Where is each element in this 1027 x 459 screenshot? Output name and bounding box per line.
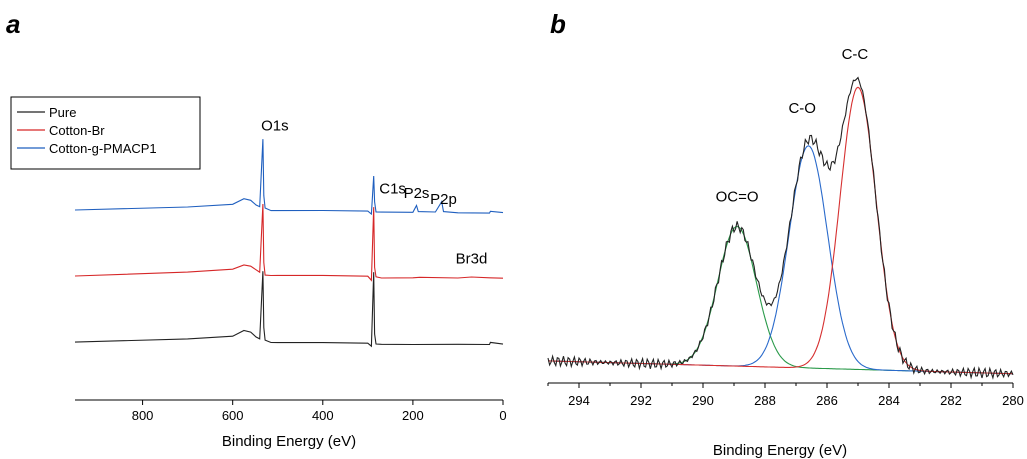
panel-b-annotations: OC=O C-O C-C xyxy=(716,46,869,206)
panel-a-x-tick-label: 600 xyxy=(222,408,244,423)
legend-label: Cotton-g-PMACP1 xyxy=(49,141,157,156)
peak-label-o1s: O1s xyxy=(261,118,289,135)
panel-b-x-tick-label: 292 xyxy=(630,393,652,408)
panel-a-x-axis-title: Binding Energy (eV) xyxy=(222,433,356,450)
panel-b-x-ticks: 294 292 290 288 286 284 282 280 xyxy=(547,383,1024,408)
panel-a-x-tick-label: 800 xyxy=(132,408,154,423)
legend-label: Pure xyxy=(49,105,76,120)
fit-component-2 xyxy=(548,86,1013,375)
panel-a-legend: Pure Cotton-Br Cotton-g-PMACP1 xyxy=(10,96,201,170)
legend-label: Cotton-Br xyxy=(49,123,105,138)
series-line-cotton-g-pmacp1 xyxy=(74,139,504,216)
panel-b-x-tick-label: 280 xyxy=(1002,393,1024,408)
panel-b-x-tick-label: 288 xyxy=(754,393,776,408)
panel-b-x-tick-label: 286 xyxy=(816,393,838,408)
fit-component-1 xyxy=(548,145,1013,375)
panel-b-x-tick-label: 290 xyxy=(692,393,714,408)
panel-a-x-tick-label: 400 xyxy=(312,408,334,423)
fit-component-0 xyxy=(548,225,1013,375)
measured-envelope xyxy=(547,76,1014,380)
panel-a-letter: a xyxy=(6,9,20,39)
xps-c1s-chart: 294 292 290 288 286 284 282 280 OC=O C-O C-C Bind… xyxy=(547,46,1024,459)
peak-label-c-c: C-C xyxy=(842,46,869,63)
panel-a-x-ticks: 800 600 400 200 0 xyxy=(132,400,507,423)
peak-label-c-o: C-O xyxy=(788,100,816,117)
legend-box xyxy=(10,96,201,170)
panel-a-x-tick-label: 0 xyxy=(499,408,506,423)
panel-b-series-group xyxy=(547,76,1014,380)
peak-label-p2p: P2p xyxy=(430,191,457,208)
series-line-cotton-br xyxy=(74,203,504,282)
panel-b-x-tick-label: 294 xyxy=(568,393,590,408)
peak-label-br3d: Br3d xyxy=(456,251,488,268)
peak-label-c1s: C1s xyxy=(379,181,406,198)
panel-a-series-group xyxy=(74,139,504,348)
panel-a-x-tick-label: 200 xyxy=(402,408,424,423)
peak-label-p2s: P2s xyxy=(404,185,430,202)
panel-b-letter: b xyxy=(550,9,566,39)
panel-b-x-tick-label: 282 xyxy=(940,393,962,408)
peak-label-oc-o: OC=O xyxy=(716,188,759,205)
series-line-pure xyxy=(74,271,504,348)
panel-b-x-axis-title: Binding Energy (eV) xyxy=(713,442,847,459)
panel-b-x-tick-label: 284 xyxy=(878,393,900,408)
